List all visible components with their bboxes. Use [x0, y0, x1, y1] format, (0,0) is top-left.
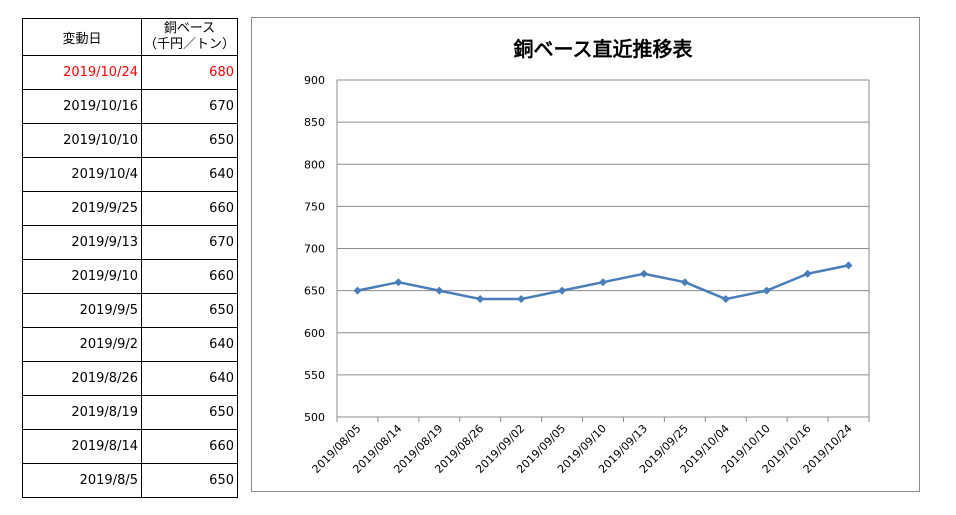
table-row: 2019/8/19 650: [22, 395, 238, 430]
y-tick-label: 750: [304, 200, 325, 213]
table-row: 2019/9/5 650: [22, 293, 238, 328]
y-tick-label: 550: [304, 369, 325, 382]
data-point: [803, 269, 812, 278]
header-price: 銅ベース （千円／トン）: [141, 18, 238, 56]
row-value: 640: [141, 327, 238, 362]
chart-canvas: 銅ベース直近推移表5005506006507007508008509002019…: [304, 37, 870, 476]
row-date: 2019/10/10: [22, 123, 142, 158]
y-tick-label: 600: [304, 327, 325, 340]
price-chart: 銅ベース直近推移表 500 550 600 650 700 750 800 850 900 2019…: [251, 17, 920, 492]
table-row: 2019/8/5 650: [22, 463, 238, 498]
row-value: 650: [141, 463, 238, 498]
data-point: [844, 261, 853, 270]
table-row: 2019/10/4 640: [22, 157, 238, 192]
data-point: [435, 286, 444, 295]
data-point: [639, 269, 648, 278]
row-value: 660: [141, 429, 238, 464]
row-value: 660: [141, 259, 238, 294]
row-date: 2019/9/10: [22, 259, 142, 294]
row-value: 660: [141, 191, 238, 226]
table-row: 2019/10/16 670: [22, 89, 238, 124]
row-date: 2019/8/26: [22, 361, 142, 396]
data-point: [762, 286, 771, 295]
row-value: 650: [141, 293, 238, 328]
table-row: 2019/9/13 670: [22, 225, 238, 260]
row-value: 640: [141, 361, 238, 396]
table-header-row: 変動日 銅ベース （千円／トン）: [22, 18, 238, 56]
row-value: 640: [141, 157, 238, 192]
y-tick-label: 500: [304, 411, 325, 424]
row-date: 2019/8/19: [22, 395, 142, 430]
table-row: 2019/9/2 640: [22, 327, 238, 362]
row-date: 2019/9/13: [22, 225, 142, 260]
y-tick-label: 650: [304, 285, 325, 298]
row-value: 650: [141, 123, 238, 158]
data-point: [721, 295, 730, 304]
row-date: 2019/10/4: [22, 157, 142, 192]
price-table: 変動日 銅ベース （千円／トン） 2019/10/24 680 2019/10/16…: [22, 18, 238, 498]
table-row: 2019/8/14 660: [22, 429, 238, 464]
row-value: 680: [141, 55, 238, 90]
row-date: 2019/9/2: [22, 327, 142, 362]
header-price-line2: （千円／トン）: [143, 37, 235, 52]
row-date: 2019/8/14: [22, 429, 142, 464]
row-date: 2019/10/16: [22, 89, 142, 124]
table-row: 2019/8/26 640: [22, 361, 238, 396]
data-point: [394, 278, 403, 287]
table-row: 2019/9/10 660: [22, 259, 238, 294]
row-date: 2019/8/5: [22, 463, 142, 498]
row-value: 670: [141, 89, 238, 124]
row-date: 2019/9/5: [22, 293, 142, 328]
table-row: 2019/10/10 650: [22, 123, 238, 158]
data-point: [517, 295, 526, 304]
table-row: 2019/10/24 680: [22, 55, 238, 90]
y-tick-label: 700: [304, 243, 325, 256]
data-point: [476, 295, 485, 304]
table-row: 2019/9/25 660: [22, 191, 238, 226]
chart-title: 銅ベース直近推移表: [514, 37, 694, 61]
data-point: [599, 278, 607, 287]
y-tick-label: 850: [304, 116, 325, 129]
row-date: 2019/9/25: [22, 191, 142, 226]
y-tick-label: 800: [304, 158, 325, 171]
header-date: 変動日: [22, 18, 142, 56]
data-point: [558, 286, 567, 295]
row-date: 2019/10/24: [22, 55, 142, 90]
row-value: 670: [141, 225, 238, 260]
row-value: 650: [141, 395, 238, 430]
data-point: [680, 278, 689, 287]
header-price-line1: 銅ベース: [163, 21, 216, 36]
y-tick-label: 900: [304, 74, 325, 87]
data-point: [353, 286, 362, 295]
